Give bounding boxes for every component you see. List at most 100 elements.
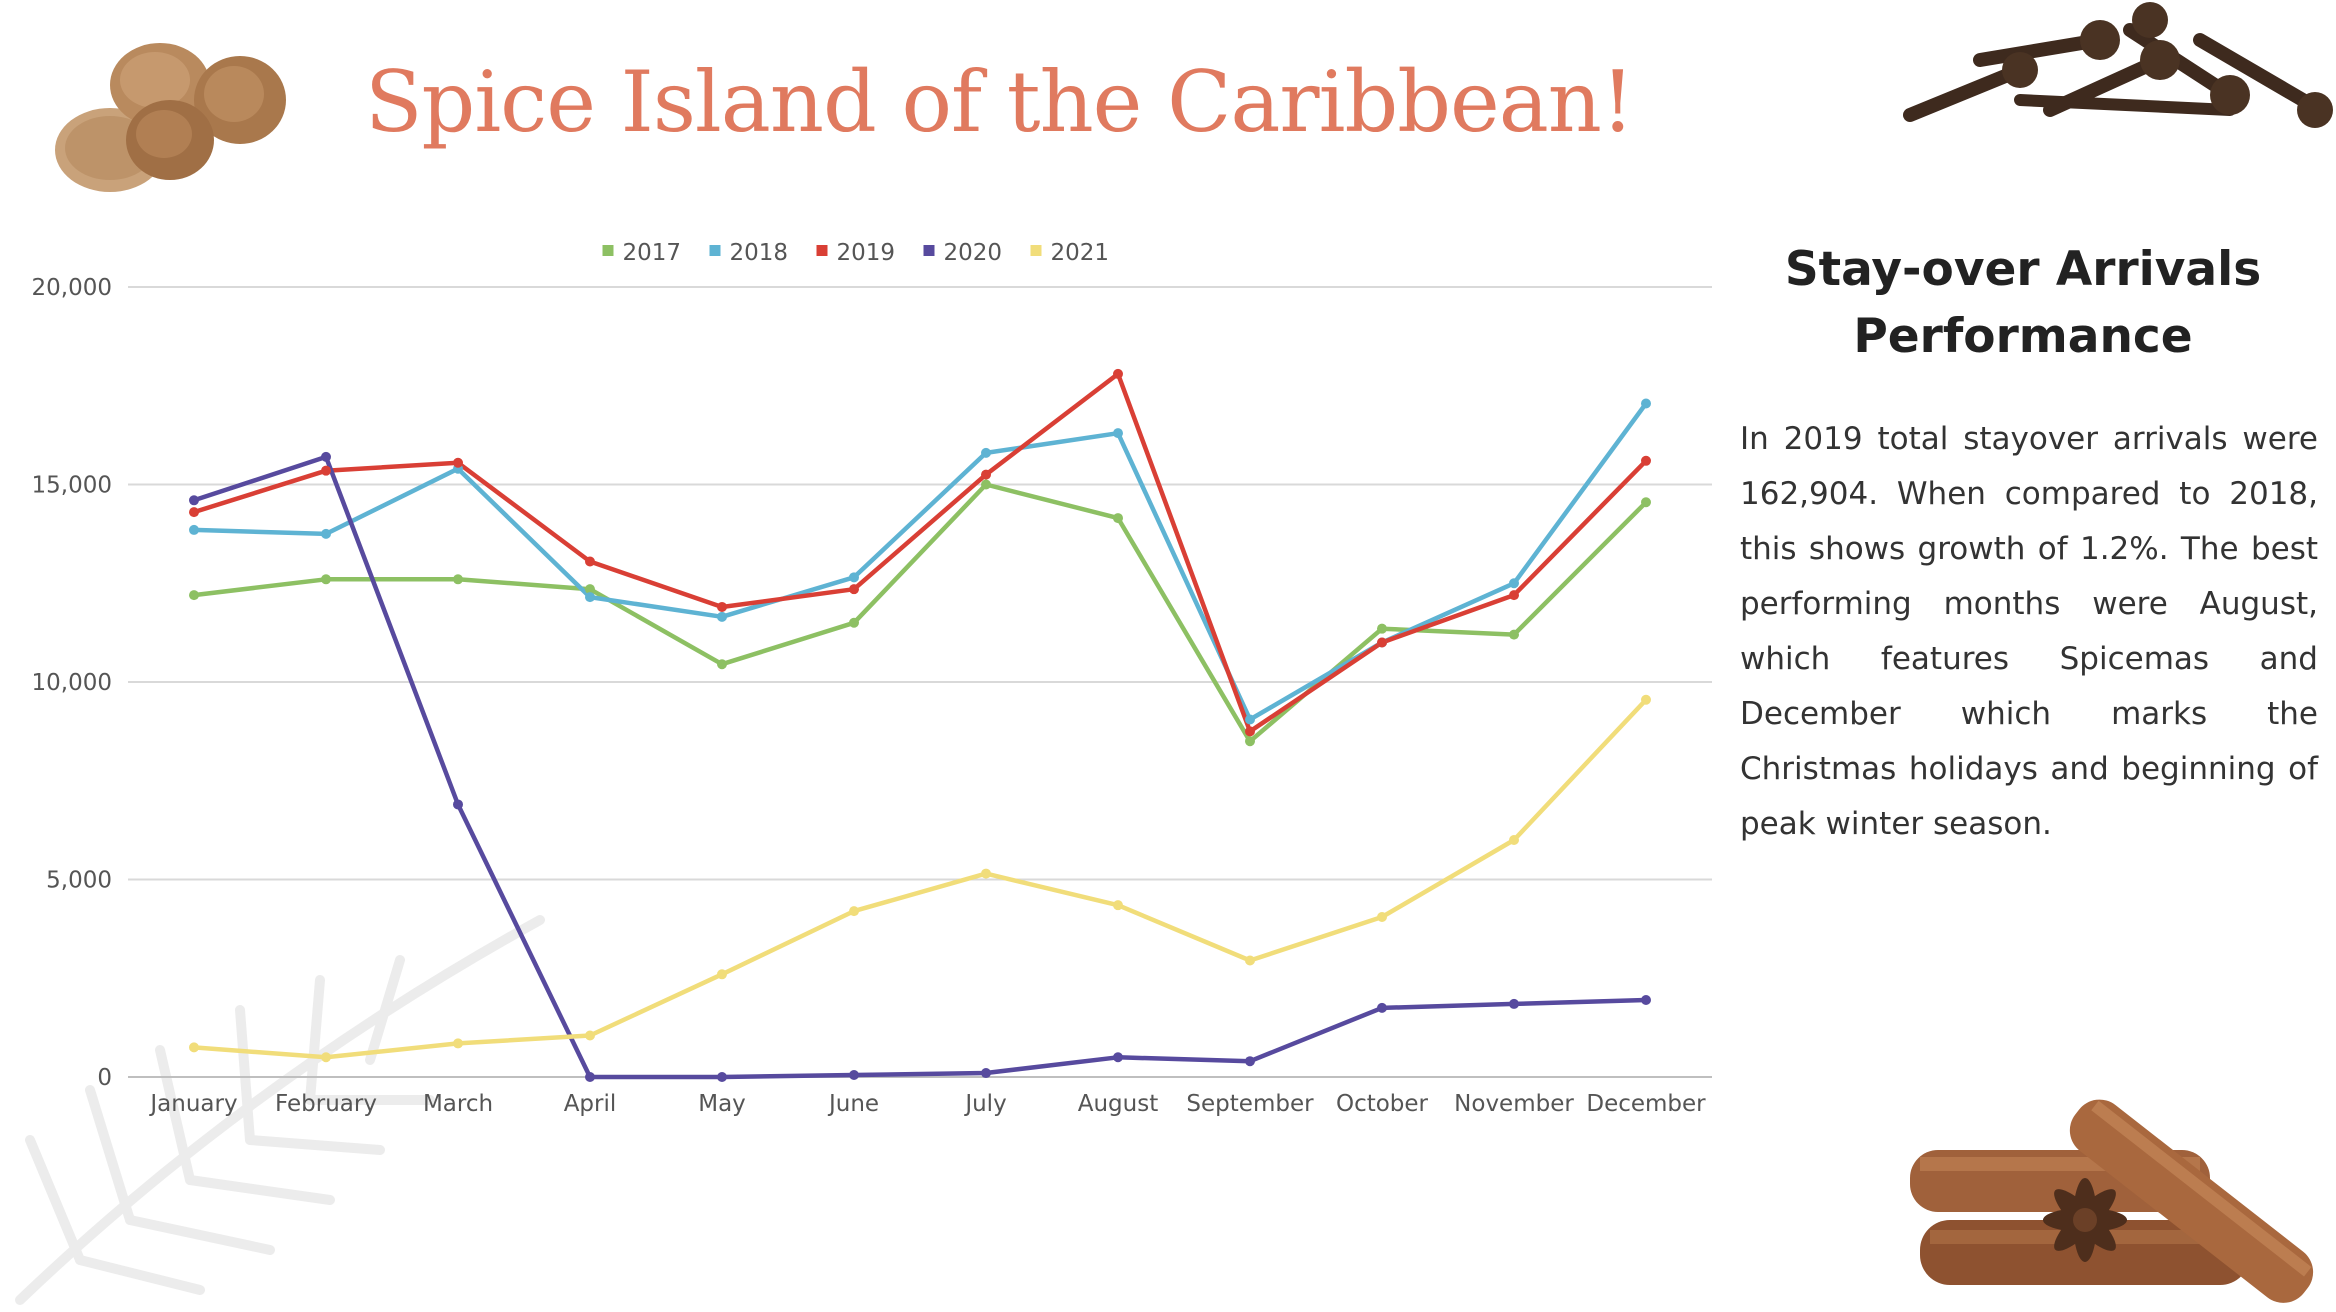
data-point-2018-february — [321, 528, 331, 539]
data-point-2017-june — [849, 617, 859, 628]
palm-leaf-watermark — [15, 915, 545, 1305]
x-tick-label-june: June — [827, 1091, 879, 1117]
data-point-2017-january — [189, 590, 199, 601]
cloves-image — [1903, 2, 2333, 128]
x-tick-label-august: August — [1078, 1091, 1159, 1117]
data-point-2021-november — [1509, 835, 1519, 845]
y-axis-tick-labels: 0 5,000 10,000 15,000 20,000 — [32, 275, 112, 1091]
data-point-2017-july — [981, 479, 991, 490]
y-tick-label: 15,000 — [32, 473, 112, 499]
data-point-2018-june — [849, 572, 859, 583]
chart-gridlines — [128, 286, 1712, 1078]
chart-series-points — [189, 368, 1651, 1082]
data-point-2020-november — [1509, 998, 1519, 1009]
data-point-2021-april — [585, 1030, 595, 1041]
x-tick-label-october: October — [1336, 1091, 1429, 1117]
section-body-text: In 2019 total stayover arrivals were 162… — [1740, 421, 2318, 842]
legend-swatch — [923, 245, 935, 256]
data-point-2018-january — [189, 524, 199, 535]
legend-swatch — [1030, 245, 1042, 256]
legend-label: 2021 — [1051, 240, 1110, 266]
x-tick-label-march: March — [423, 1091, 493, 1117]
data-point-2019-february — [321, 465, 331, 476]
data-point-2021-september — [1245, 955, 1255, 966]
series-line-2018 — [191, 401, 1649, 722]
line-chart: 2017 2018 2019 2020 2021 0 5,000 10,000 15,000 2… — [32, 240, 1712, 1117]
data-point-2018-september — [1245, 714, 1255, 725]
data-point-2017-september — [1245, 736, 1255, 747]
y-tick-label: 20,000 — [32, 275, 112, 301]
legend-item-2018: 2018 — [709, 240, 789, 266]
legend-label: 2017 — [623, 240, 682, 266]
data-point-2019-september — [1245, 726, 1255, 737]
section-heading: Stay-over Arrivals Performance — [1784, 242, 2262, 364]
data-point-2021-june — [849, 906, 859, 917]
data-point-2020-january — [189, 495, 199, 506]
data-point-2020-february — [321, 451, 331, 462]
series-line-2017 — [191, 482, 1649, 744]
data-point-2018-may — [717, 611, 727, 622]
data-point-2019-july — [981, 469, 991, 480]
series-line-2019 — [191, 371, 1649, 734]
data-point-2018-november — [1509, 578, 1519, 589]
x-tick-label-december: December — [1586, 1091, 1706, 1117]
data-point-2020-may — [717, 1072, 727, 1082]
series-line-2020 — [191, 454, 1649, 1080]
legend-item-2019: 2019 — [816, 240, 896, 266]
data-point-2019-december — [1641, 455, 1651, 466]
legend-swatch — [709, 245, 721, 256]
data-point-2017-march — [453, 574, 463, 585]
data-point-2020-september — [1245, 1056, 1255, 1067]
x-tick-label-july: July — [963, 1091, 1006, 1117]
data-point-2019-march — [453, 457, 463, 468]
x-tick-label-january: January — [148, 1091, 237, 1117]
x-tick-label-september: September — [1186, 1091, 1314, 1117]
data-point-2021-december — [1641, 694, 1651, 705]
data-point-2021-march — [453, 1038, 463, 1049]
legend-label: 2019 — [837, 240, 896, 266]
data-point-2021-january — [189, 1042, 199, 1053]
y-tick-label: 10,000 — [32, 670, 112, 696]
data-point-2018-july — [981, 447, 991, 458]
x-tick-label-april: April — [564, 1091, 617, 1117]
data-point-2019-may — [717, 601, 727, 612]
legend-swatch — [816, 245, 828, 256]
data-point-2017-november — [1509, 629, 1519, 640]
data-point-2017-december — [1641, 497, 1651, 508]
data-point-2019-june — [849, 584, 859, 595]
data-point-2019-april — [585, 556, 595, 567]
x-tick-label-november: November — [1454, 1091, 1574, 1117]
data-point-2017-february — [321, 574, 331, 585]
y-tick-label: 5,000 — [46, 868, 112, 894]
legend-swatch — [602, 245, 614, 256]
data-point-2021-may — [717, 969, 727, 980]
legend-label: 2020 — [944, 240, 1003, 266]
cinnamon-star-anise-image — [1910, 1099, 2314, 1303]
data-point-2017-october — [1377, 623, 1387, 634]
nutmeg-image — [55, 43, 286, 192]
data-point-2017-august — [1113, 513, 1123, 524]
data-point-2020-december — [1641, 994, 1651, 1005]
y-tick-label: 0 — [97, 1065, 112, 1091]
legend-item-2020: 2020 — [923, 240, 1003, 266]
x-tick-label-may: May — [698, 1091, 746, 1117]
data-point-2019-october — [1377, 637, 1387, 648]
x-tick-label-february: February — [275, 1091, 377, 1117]
data-point-2020-april — [585, 1072, 595, 1082]
legend-label: 2018 — [730, 240, 789, 266]
legend-item-2017: 2017 — [602, 240, 682, 266]
data-point-2017-may — [717, 659, 727, 670]
data-point-2017-april — [585, 584, 595, 595]
data-point-2019-november — [1509, 590, 1519, 601]
data-point-2021-october — [1377, 912, 1387, 923]
data-point-2020-august — [1113, 1052, 1123, 1063]
data-point-2021-july — [981, 868, 991, 879]
legend-item-2021: 2021 — [1030, 240, 1110, 266]
data-point-2018-december — [1641, 398, 1651, 409]
data-point-2019-january — [189, 507, 199, 518]
data-point-2021-august — [1113, 900, 1123, 911]
chart-legend: 2017 2018 2019 2020 2021 — [602, 240, 1110, 266]
data-point-2021-february — [321, 1052, 331, 1063]
data-point-2020-october — [1377, 1002, 1387, 1013]
chart-series-lines — [191, 371, 1649, 1080]
